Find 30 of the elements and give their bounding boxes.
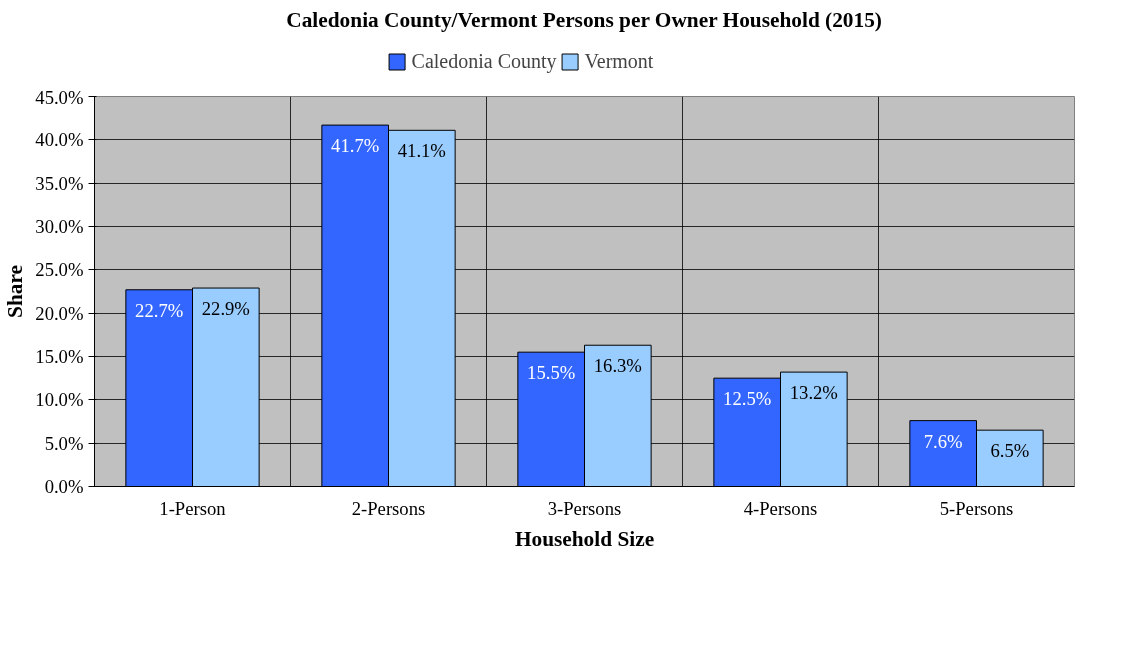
data-label: 16.3% (593, 355, 642, 377)
y-tick-label: 35.0% (35, 172, 84, 194)
x-tick-label: 5-Persons (939, 497, 1014, 519)
y-tick-label: 15.0% (35, 346, 84, 367)
legend-label: Caledonia County (411, 49, 557, 73)
y-tick-label: 25.0% (35, 259, 84, 281)
data-label: 6.5% (990, 440, 1030, 462)
y-tick-label: 10.0% (35, 389, 84, 411)
data-label: 15.5% (527, 362, 576, 384)
data-label: 13.2% (789, 382, 838, 404)
chart-title: Caledonia County/Vermont Persons per Owner Household (2015) (286, 7, 882, 32)
y-tick-label: 40.0% (35, 129, 84, 151)
data-label: 41.1% (397, 140, 446, 162)
y-tick-label: 30.0% (35, 216, 84, 237)
y-tick-label: 45.0% (35, 86, 84, 108)
x-axis-title: Household Size (514, 526, 655, 551)
y-tick-label: 5.0% (44, 432, 84, 454)
legend-label: Vermont (584, 49, 654, 73)
y-tick-label: 20.0% (35, 302, 84, 324)
data-label: 22.9% (201, 298, 250, 320)
y-tick-label: 0.0% (44, 476, 84, 497)
data-label: 41.7% (331, 135, 380, 157)
y-axis-title: Share (3, 265, 28, 318)
x-tick-label: 1-Person (159, 497, 227, 519)
x-tick-label: 4-Persons (743, 497, 818, 519)
x-tick-label: 2-Persons (351, 497, 426, 519)
data-label: 12.5% (723, 388, 772, 410)
x-tick-label: 3-Persons (547, 497, 622, 519)
data-label: 22.7% (135, 299, 184, 321)
data-label: 7.6% (923, 430, 963, 452)
